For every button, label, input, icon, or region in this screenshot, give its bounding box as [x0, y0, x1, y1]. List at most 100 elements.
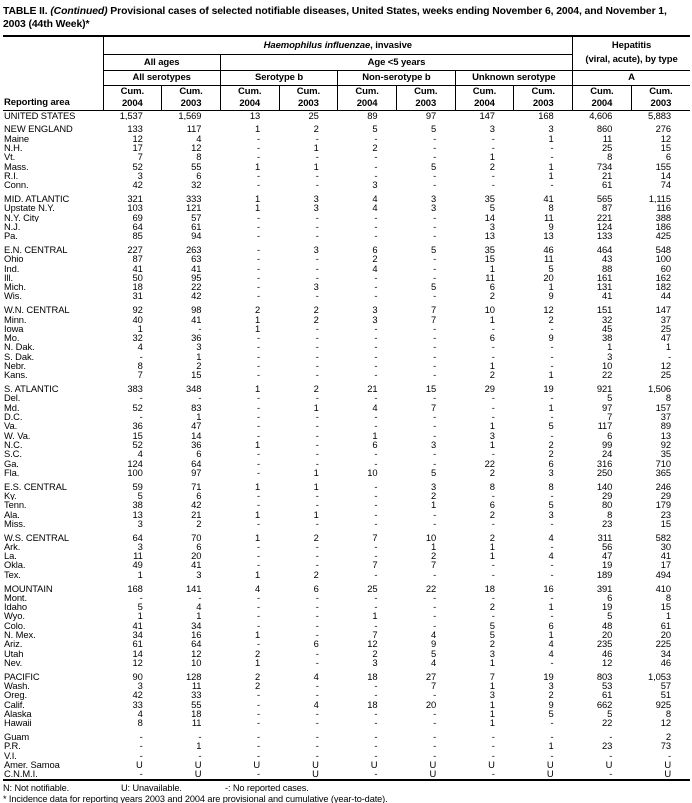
- value-cell: 47: [602, 551, 613, 561]
- value-cell: 2: [489, 291, 495, 301]
- value-cell: -: [550, 541, 554, 552]
- reporting-area-cell: Conn.: [4, 180, 29, 190]
- value-cell: 8: [196, 152, 202, 162]
- value-cell: 7: [137, 370, 143, 380]
- value-cell: 2: [372, 648, 378, 658]
- reporting-area-cell: W.S. CENTRAL: [4, 532, 69, 542]
- value-cell: 18: [484, 583, 495, 593]
- value-cell: 46: [602, 648, 613, 658]
- value-cell: -: [315, 412, 319, 422]
- reporting-area-cell: R.I.: [4, 170, 19, 181]
- value-cell: 19: [602, 560, 613, 570]
- value-cell: 5: [548, 263, 554, 273]
- value-cell: 6: [548, 620, 554, 631]
- value-cell: 2: [313, 124, 319, 134]
- value-cell: 2: [489, 467, 495, 478]
- value-cell: U: [194, 759, 202, 770]
- value-cell: 10: [191, 657, 202, 668]
- value-cell: 3: [137, 541, 143, 552]
- reporting-area-cell: Ark.: [4, 541, 21, 552]
- value-cell: 1: [489, 718, 495, 728]
- value-cell: -: [374, 500, 378, 510]
- value-cell: 1: [254, 569, 261, 580]
- value-cell: -: [374, 221, 378, 232]
- group-header-unknown-serotype: Unknown serotype: [455, 70, 574, 86]
- value-cell: 1: [196, 741, 202, 751]
- value-cell: 1: [548, 741, 554, 751]
- value-cell: 12: [191, 648, 202, 658]
- value-cell: 161: [596, 272, 613, 283]
- table-row: Mo. 32 36 - - - - 6 9 38 47: [3, 333, 690, 342]
- value-cell: 2: [548, 314, 554, 324]
- value-cell: -: [315, 648, 319, 658]
- value-cell: -: [491, 569, 495, 580]
- value-cell: 11: [191, 681, 202, 691]
- value-cell: -: [257, 212, 261, 222]
- reporting-area-cell: Ind.: [4, 263, 20, 273]
- cum-year-header: Cum. 2003: [631, 85, 690, 111]
- table-row: NEW ENGLAND 133 117 1 2 5 5 3 3 860 276: [3, 124, 690, 133]
- value-cell: -: [433, 611, 437, 621]
- value-cell: 5,883: [648, 110, 671, 120]
- value-cell: 15: [660, 518, 671, 529]
- reporting-area-cell: Mont.: [4, 592, 27, 603]
- table-row: D.C. - 1 - - - - - - 7 37: [3, 412, 690, 421]
- value-cell: 1: [313, 481, 319, 491]
- header-row-age: All ages Age <5 years: [3, 54, 690, 71]
- value-cell: -: [257, 421, 261, 431]
- value-cell: -: [374, 518, 378, 529]
- value-cell: 10: [602, 361, 613, 371]
- table-row: Ky. 5 6 - - - 2 - - 29 29: [3, 491, 690, 500]
- value-cell: -: [374, 769, 378, 780]
- value-cell: 30: [660, 541, 671, 552]
- table-row: Ariz. 61 64 - 6 12 9 2 4 235 225: [3, 639, 690, 648]
- table-row: P.R. - 1 - - - - - 1 23 73: [3, 741, 690, 750]
- value-cell: 25: [367, 583, 378, 593]
- value-cell: -: [374, 602, 378, 612]
- table-row: R.I. 3 6 - - - - - 1 21 14: [3, 171, 690, 180]
- value-cell: -: [491, 412, 495, 422]
- value-cell: 13: [543, 231, 554, 241]
- value-cell: 5: [431, 648, 437, 658]
- table-row: Mont. - - - - - - - - 6 8: [3, 593, 690, 602]
- value-cell: -: [550, 361, 554, 371]
- reporting-area-cell: Md.: [4, 402, 20, 413]
- value-cell: 1: [254, 657, 261, 668]
- value-cell: 56: [602, 541, 613, 552]
- value-cell: -: [433, 393, 437, 403]
- reporting-area-cell: Miss.: [4, 518, 26, 529]
- value-cell: -: [315, 490, 319, 501]
- table-row: Amer. Samoa U U U U U U U U U U: [3, 760, 690, 769]
- reporting-area-cell: Mo.: [4, 333, 20, 343]
- value-cell: 2: [313, 569, 319, 580]
- value-cell: 1: [548, 133, 554, 144]
- value-cell: 1: [254, 124, 261, 134]
- value-cell: -: [433, 323, 437, 334]
- value-cell: 3: [548, 509, 554, 519]
- value-cell: 662: [596, 699, 613, 709]
- table-row: Md. 52 83 - 1 4 7 - 1 97 157: [3, 403, 690, 412]
- value-cell: 23: [660, 509, 671, 519]
- value-cell: 99: [602, 439, 613, 450]
- value-cell: -: [374, 551, 378, 561]
- value-cell: -: [257, 769, 261, 780]
- value-cell: 1: [489, 263, 495, 273]
- value-cell: 5: [548, 421, 554, 431]
- value-cell: 2: [254, 671, 261, 682]
- value-cell: -: [374, 741, 378, 751]
- value-cell: 921: [596, 384, 613, 394]
- value-cell: 388: [655, 212, 671, 222]
- value-cell: -: [433, 509, 437, 519]
- value-cell: -: [257, 361, 261, 371]
- value-cell: -: [374, 458, 378, 468]
- table-row: E.S. CENTRAL 59 71 1 1 - 3 8 8 140 246: [3, 482, 690, 491]
- value-cell: -: [315, 611, 319, 621]
- value-cell: 4,606: [589, 110, 613, 120]
- value-cell: -: [491, 342, 495, 352]
- value-cell: 23: [602, 518, 613, 529]
- table-row: Okla. 49 41 - - 7 7 - - 19 17: [3, 560, 690, 569]
- reporting-area-cell: Fla.: [4, 467, 20, 478]
- hib-disease-suffix: , invasive: [370, 39, 412, 51]
- value-cell: -: [374, 421, 378, 431]
- value-cell: 6: [196, 490, 202, 501]
